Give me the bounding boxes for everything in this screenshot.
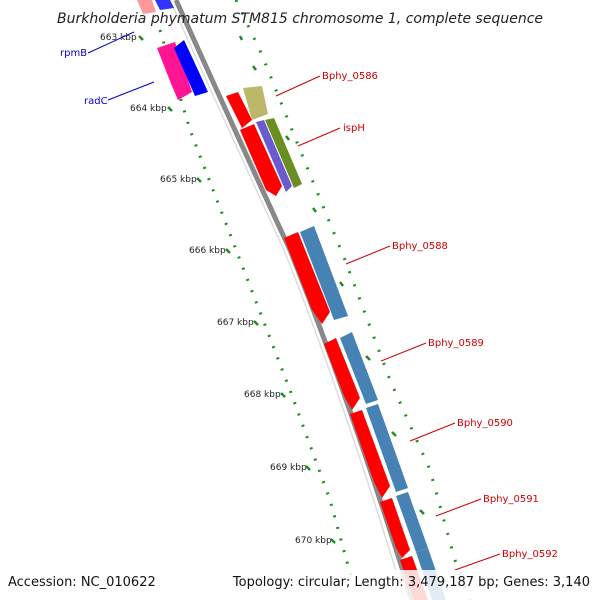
gene-label-Bphy_0588[interactable]: Bphy_0588	[392, 241, 448, 252]
kbp-tick-label: 664 kbp	[130, 104, 167, 114]
gene-label-Bphy_0590[interactable]: Bphy_0590	[457, 418, 513, 429]
gene-arrow-Bphy_0591-blue	[396, 492, 428, 552]
gene-label-Bphy_0589[interactable]: Bphy_0589	[428, 338, 484, 349]
kbp-tick-label: 669 kbp	[270, 463, 307, 473]
gene-label-Bphy_0592[interactable]: Bphy_0592	[502, 549, 558, 560]
footer-background	[0, 570, 600, 600]
gene-arrow-Bphy_0589	[324, 338, 360, 410]
gene-arrow-olive	[265, 118, 302, 188]
gene-arrow-Bphy_0589-blue	[340, 332, 378, 404]
gene-arrow-slate	[256, 120, 292, 192]
kbp-ticks: 663 kbp 664 kbp 665 kbp 666 kbp 667 kbp …	[100, 33, 332, 546]
kbp-tick-label: 666 kbp	[189, 246, 226, 256]
gene-label-Bphy_0586[interactable]: Bphy_0586	[322, 71, 378, 82]
label-leaders	[87, 31, 501, 571]
kbp-tick-label: 668 kbp	[244, 390, 281, 400]
gene-label-radC[interactable]: radC	[84, 96, 108, 107]
map-title: Burkholderia phymatum STM815 chromosome …	[57, 11, 543, 27]
gene-arrow-rpmB	[174, 40, 208, 96]
gene-arrow-khaki	[243, 86, 268, 120]
kbp-tick-label: 665 kbp	[160, 175, 197, 185]
gene-arrow-Bphy_0590-blue	[366, 404, 408, 492]
gene-arrow-Bphy_0588-blue	[300, 226, 348, 320]
gene-arrow-top-blue	[155, 0, 174, 10]
gene-label-rpmB[interactable]: rpmB	[60, 48, 87, 59]
gene-arrow-Bphy_0586	[226, 92, 252, 128]
gene-label-ispH[interactable]: ispH	[343, 123, 365, 134]
genome-backbone-inner	[169, 0, 406, 600]
inner-dotted-track	[158, 29, 354, 581]
feature-lane	[138, 0, 355, 600]
kbp-tick-label: 663 kbp	[100, 33, 137, 43]
gene-label-Bphy_0591[interactable]: Bphy_0591	[483, 494, 539, 505]
gene-arrow-ispH	[240, 124, 282, 196]
gene-arrow-Bphy_0590	[350, 410, 390, 498]
kbp-tick-label: 667 kbp	[217, 318, 254, 328]
gene-arrow-radC	[157, 42, 192, 100]
gene-arrow-Bphy_0588	[284, 232, 330, 324]
topology-text: Topology: circular; Length: 3,479,187 bp…	[232, 575, 590, 590]
gene-arrow-top-pink	[137, 0, 156, 14]
kbp-tick-marks	[138, 35, 336, 544]
gene-arrow-Bphy_0591	[380, 498, 410, 558]
kbp-tick-label: 670 kbp	[295, 536, 332, 546]
gene-labels: rpmB radC Bphy_0586 ispH Bphy_0588 Bphy_…	[60, 48, 558, 560]
accession-text: Accession: NC_010622	[8, 575, 156, 590]
